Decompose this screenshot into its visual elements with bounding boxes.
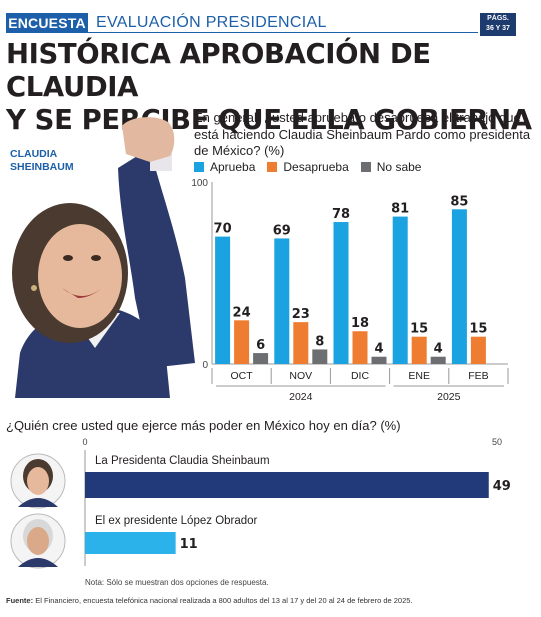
legend-label-nosabe: No sabe: [376, 160, 422, 174]
data-label: 4: [434, 342, 443, 357]
header-rule: [88, 32, 478, 33]
data-label: 85: [450, 194, 468, 209]
bar-no-sabe: [430, 356, 446, 364]
data-label: 6: [256, 338, 265, 353]
legend-swatch-desaprueba: [267, 162, 278, 172]
legend-item-desaprueba: Desaprueba: [267, 160, 349, 174]
bar-desaprueba: [352, 331, 368, 364]
data-label: 18: [351, 316, 369, 331]
legend-label-desaprueba: Desaprueba: [283, 160, 349, 174]
person-first-name: CLAUDIA: [10, 148, 58, 160]
legend-swatch-nosabe: [360, 162, 371, 172]
x-tick-label: DIC: [351, 370, 370, 382]
section-tag: ENCUESTA: [6, 13, 88, 33]
bar-no-sabe: [371, 356, 387, 364]
chart2-question: ¿Quién cree usted que ejerce más poder e…: [6, 418, 401, 433]
bar-category-label: La Presidenta Claudia Sheinbaum: [95, 455, 270, 467]
avatar-shoulders: [18, 558, 58, 567]
bar-aprueba: [215, 236, 231, 364]
bar: [85, 532, 176, 554]
data-label: 69: [273, 223, 291, 238]
bar-desaprueba: [470, 336, 486, 364]
data-label: 70: [214, 222, 232, 237]
data-label: 11: [180, 537, 198, 552]
data-label: 78: [332, 207, 350, 222]
x-tick-label: ENE: [408, 370, 430, 382]
legend-label-aprueba: Aprueba: [210, 160, 256, 174]
bar: [85, 472, 489, 498]
page-reference-label: PÁGS.: [487, 15, 509, 22]
source-label: Fuente:: [6, 596, 34, 605]
bar-no-sabe: [253, 353, 269, 364]
x-tick-label: 50: [492, 437, 502, 447]
year-label: 2024: [289, 391, 313, 403]
chart1-question: En general, ¿usted aprueba o desaprueba …: [194, 110, 531, 158]
legend-item-nosabe: No sabe: [360, 160, 422, 174]
avatar-face: [27, 467, 49, 495]
data-label: 15: [410, 322, 428, 337]
approval-bar-chart: 0 100 70 24 6 OCT 69 23 8 NOV 78 18 4 DIC 81 15 4 ENE 85 15…: [191, 178, 509, 403]
bar-aprueba: [451, 209, 467, 364]
power-bar-chart: 0 50 La Presidenta Claudia Sheinbaum 49 El e…: [10, 437, 511, 569]
avatar-shoulders: [18, 498, 58, 507]
data-label: 23: [292, 307, 310, 322]
person-name-label: CLAUDIA SHEINBAUM: [10, 148, 100, 174]
section-title: EVALUACIÓN PRESIDENCIAL: [96, 14, 327, 31]
page-reference-numbers: 36 Y 37: [486, 25, 510, 32]
data-label: 49: [493, 479, 511, 494]
headline: HISTÓRICA APROBACIÓN DE CLAUDIA Y SE PER…: [6, 38, 536, 137]
year-label: 2025: [437, 391, 461, 403]
data-label: 81: [391, 202, 409, 217]
person-last-name: SHEINBAUM: [10, 161, 74, 173]
legend-item-aprueba: Aprueba: [194, 160, 255, 174]
data-label: 24: [233, 305, 251, 320]
x-tick-label: NOV: [289, 370, 312, 382]
data-label: 15: [469, 322, 487, 337]
bar-aprueba: [392, 216, 408, 364]
bar-desaprueba: [293, 322, 309, 364]
x-tick-label: 0: [82, 437, 87, 447]
y-tick-label: 0: [202, 360, 208, 371]
claudia-sheinbaum-photo: [12, 117, 195, 398]
bar-desaprueba: [411, 336, 427, 364]
y-tick-label: 100: [191, 178, 208, 189]
headline-line-2: Y SE PERCIBE QUE ELLA GOBIERNA: [6, 104, 532, 136]
page-reference: PÁGS. 36 Y 37: [480, 13, 516, 36]
source-text: El Financiero, encuesta telefónica nacio…: [35, 596, 413, 605]
avatar-face: [27, 527, 49, 555]
source-line: Fuente: El Financiero, encuesta telefóni…: [6, 596, 536, 605]
bar-aprueba: [274, 238, 290, 364]
bar-desaprueba: [234, 320, 250, 364]
footnote: Nota: Sólo se muestran dos opciones de r…: [85, 578, 269, 587]
bar-aprueba: [333, 222, 349, 364]
x-tick-label: FEB: [468, 370, 488, 382]
data-label: 8: [315, 334, 324, 349]
chart1-legend: Aprueba Desaprueba No sabe: [194, 160, 433, 174]
bar-no-sabe: [312, 349, 328, 364]
x-tick-label: OCT: [231, 370, 254, 382]
legend-swatch-aprueba: [194, 162, 204, 172]
data-label: 4: [374, 342, 383, 357]
bar-category-label: El ex presidente López Obrador: [95, 515, 258, 527]
headline-line-1: HISTÓRICA APROBACIÓN DE CLAUDIA: [6, 38, 431, 103]
